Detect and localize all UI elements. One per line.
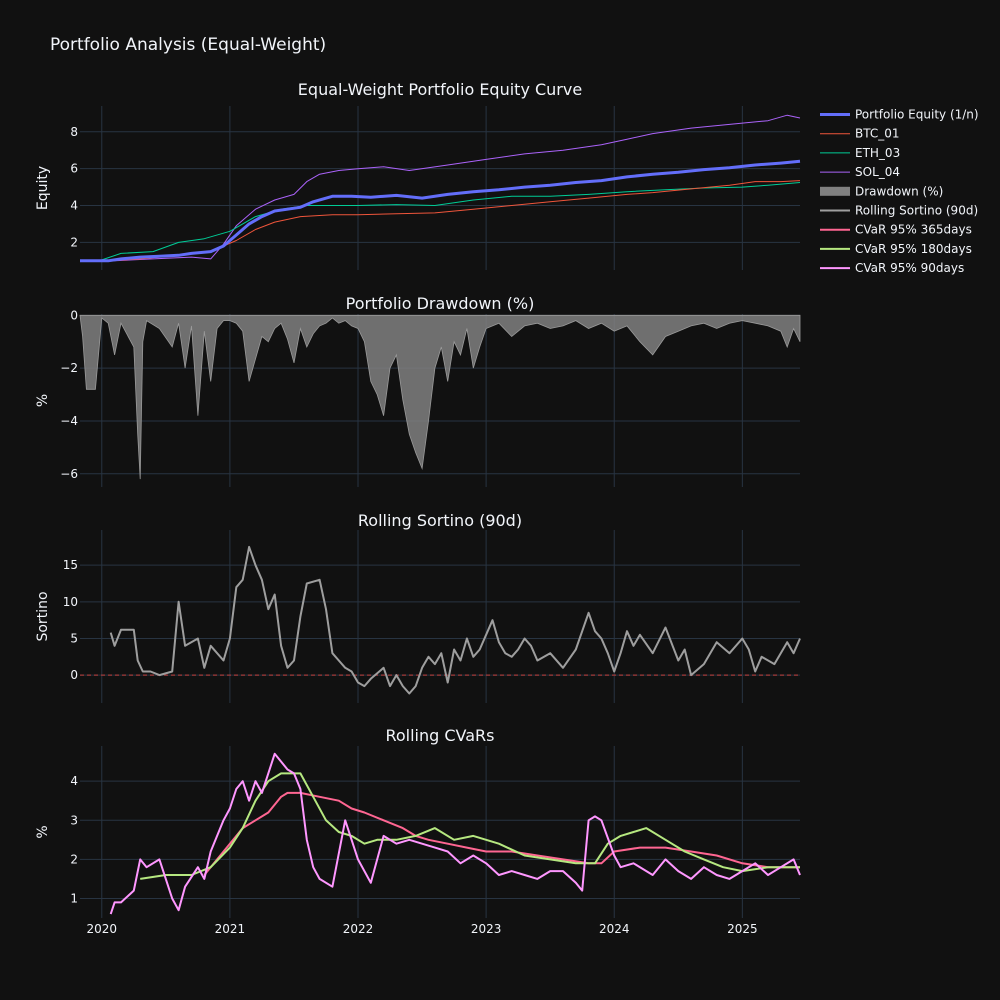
subplot-panels: Equal-Weight Portfolio Equity Curve 2 4 6 8 E… [35, 80, 801, 936]
legend-item[interactable]: CVaR 95% 365days [820, 223, 972, 237]
subplot-1: Equal-Weight Portfolio Equity Curve 2 4 6 8 E… [35, 80, 801, 270]
x-tick-label: 2022 [343, 922, 374, 936]
series-line-cvar-95-90days [109, 752, 801, 915]
subplot-title: Portfolio Drawdown (%) [346, 294, 535, 313]
legend-item[interactable]: CVaR 95% 180days [820, 242, 972, 256]
x-tick-label: 2024 [599, 922, 630, 936]
y-tick-label: 0 [70, 668, 78, 682]
legend-label: CVaR 95% 90days [855, 261, 964, 275]
legend-label: BTC_01 [855, 127, 900, 141]
legend-item[interactable]: Rolling Sortino (90d) [820, 204, 978, 218]
subplot-3: Rolling Sortino (90d) 0 5 10 15 Sortino [35, 511, 801, 703]
y-axis-label: Sortino [35, 591, 51, 641]
legend-label: CVaR 95% 180days [855, 242, 972, 256]
y-tick-label: 3 [70, 813, 78, 827]
legend-label: SOL_04 [855, 165, 900, 179]
x-tick-label: 2021 [215, 922, 246, 936]
series-line-rolling-sortino-90d- [109, 545, 801, 695]
x-tick-label: 2025 [727, 922, 758, 936]
y-axis-label: % [35, 825, 51, 838]
legend-label: Drawdown (%) [855, 184, 943, 198]
y-tick-label: 4 [70, 774, 78, 788]
subplot-title: Rolling Sortino (90d) [358, 511, 522, 530]
drawdown-area [79, 314, 801, 480]
y-tick-label: 4 [70, 199, 78, 213]
y-tick-label: 5 [70, 631, 78, 645]
subplot-title: Rolling CVaRs [385, 726, 494, 745]
legend-item[interactable]: Portfolio Equity (1/n) [820, 108, 979, 122]
legend[interactable]: Portfolio Equity (1/n) BTC_01 ETH_03 SOL_04… [820, 108, 979, 276]
series-line-cvar-95-365days [203, 791, 800, 876]
y-tick-label: −4 [60, 414, 78, 428]
subplot-2: Portfolio Drawdown (%) 0 −2 −4 −6% [35, 294, 801, 487]
y-tick-label: 1 [70, 891, 78, 905]
y-tick-label: 8 [70, 125, 78, 139]
y-axis-label: Equity [35, 166, 51, 210]
y-tick-label: −2 [60, 361, 78, 375]
legend-swatch [820, 186, 850, 196]
legend-label: Rolling Sortino (90d) [855, 204, 978, 218]
y-tick-label: 0 [70, 308, 78, 322]
legend-item[interactable]: ETH_03 [820, 146, 900, 160]
y-tick-label: 2 [70, 852, 78, 866]
legend-label: ETH_03 [855, 146, 900, 160]
subplot-4: Rolling CVaRs 1 2 3 4% 2020 2021 2022 2023 2024 20… [35, 726, 801, 936]
legend-item[interactable]: Drawdown (%) [820, 184, 943, 198]
y-tick-label: 6 [70, 162, 78, 176]
y-tick-label: 15 [63, 558, 78, 572]
y-tick-label: 2 [70, 235, 78, 249]
legend-item[interactable]: SOL_04 [820, 165, 900, 179]
x-tick-label: 2023 [471, 922, 502, 936]
legend-label: Portfolio Equity (1/n) [855, 108, 979, 122]
series-line-portfolio-equity-1-n- [80, 159, 801, 263]
figure-title: Portfolio Analysis (Equal-Weight) [50, 35, 326, 55]
y-tick-label: −6 [60, 467, 78, 481]
series-line-cvar-95-180days [140, 772, 800, 880]
series-line-eth-03 [79, 182, 801, 262]
x-tick-label: 2020 [87, 922, 118, 936]
legend-item[interactable]: BTC_01 [820, 127, 900, 141]
legend-item[interactable]: CVaR 95% 90days [820, 261, 964, 275]
legend-label: CVaR 95% 365days [855, 223, 972, 237]
y-axis-label: % [35, 394, 51, 407]
subplot-title: Equal-Weight Portfolio Equity Curve [298, 80, 582, 99]
series-line-sol-04 [80, 114, 801, 262]
y-tick-label: 10 [63, 595, 78, 609]
